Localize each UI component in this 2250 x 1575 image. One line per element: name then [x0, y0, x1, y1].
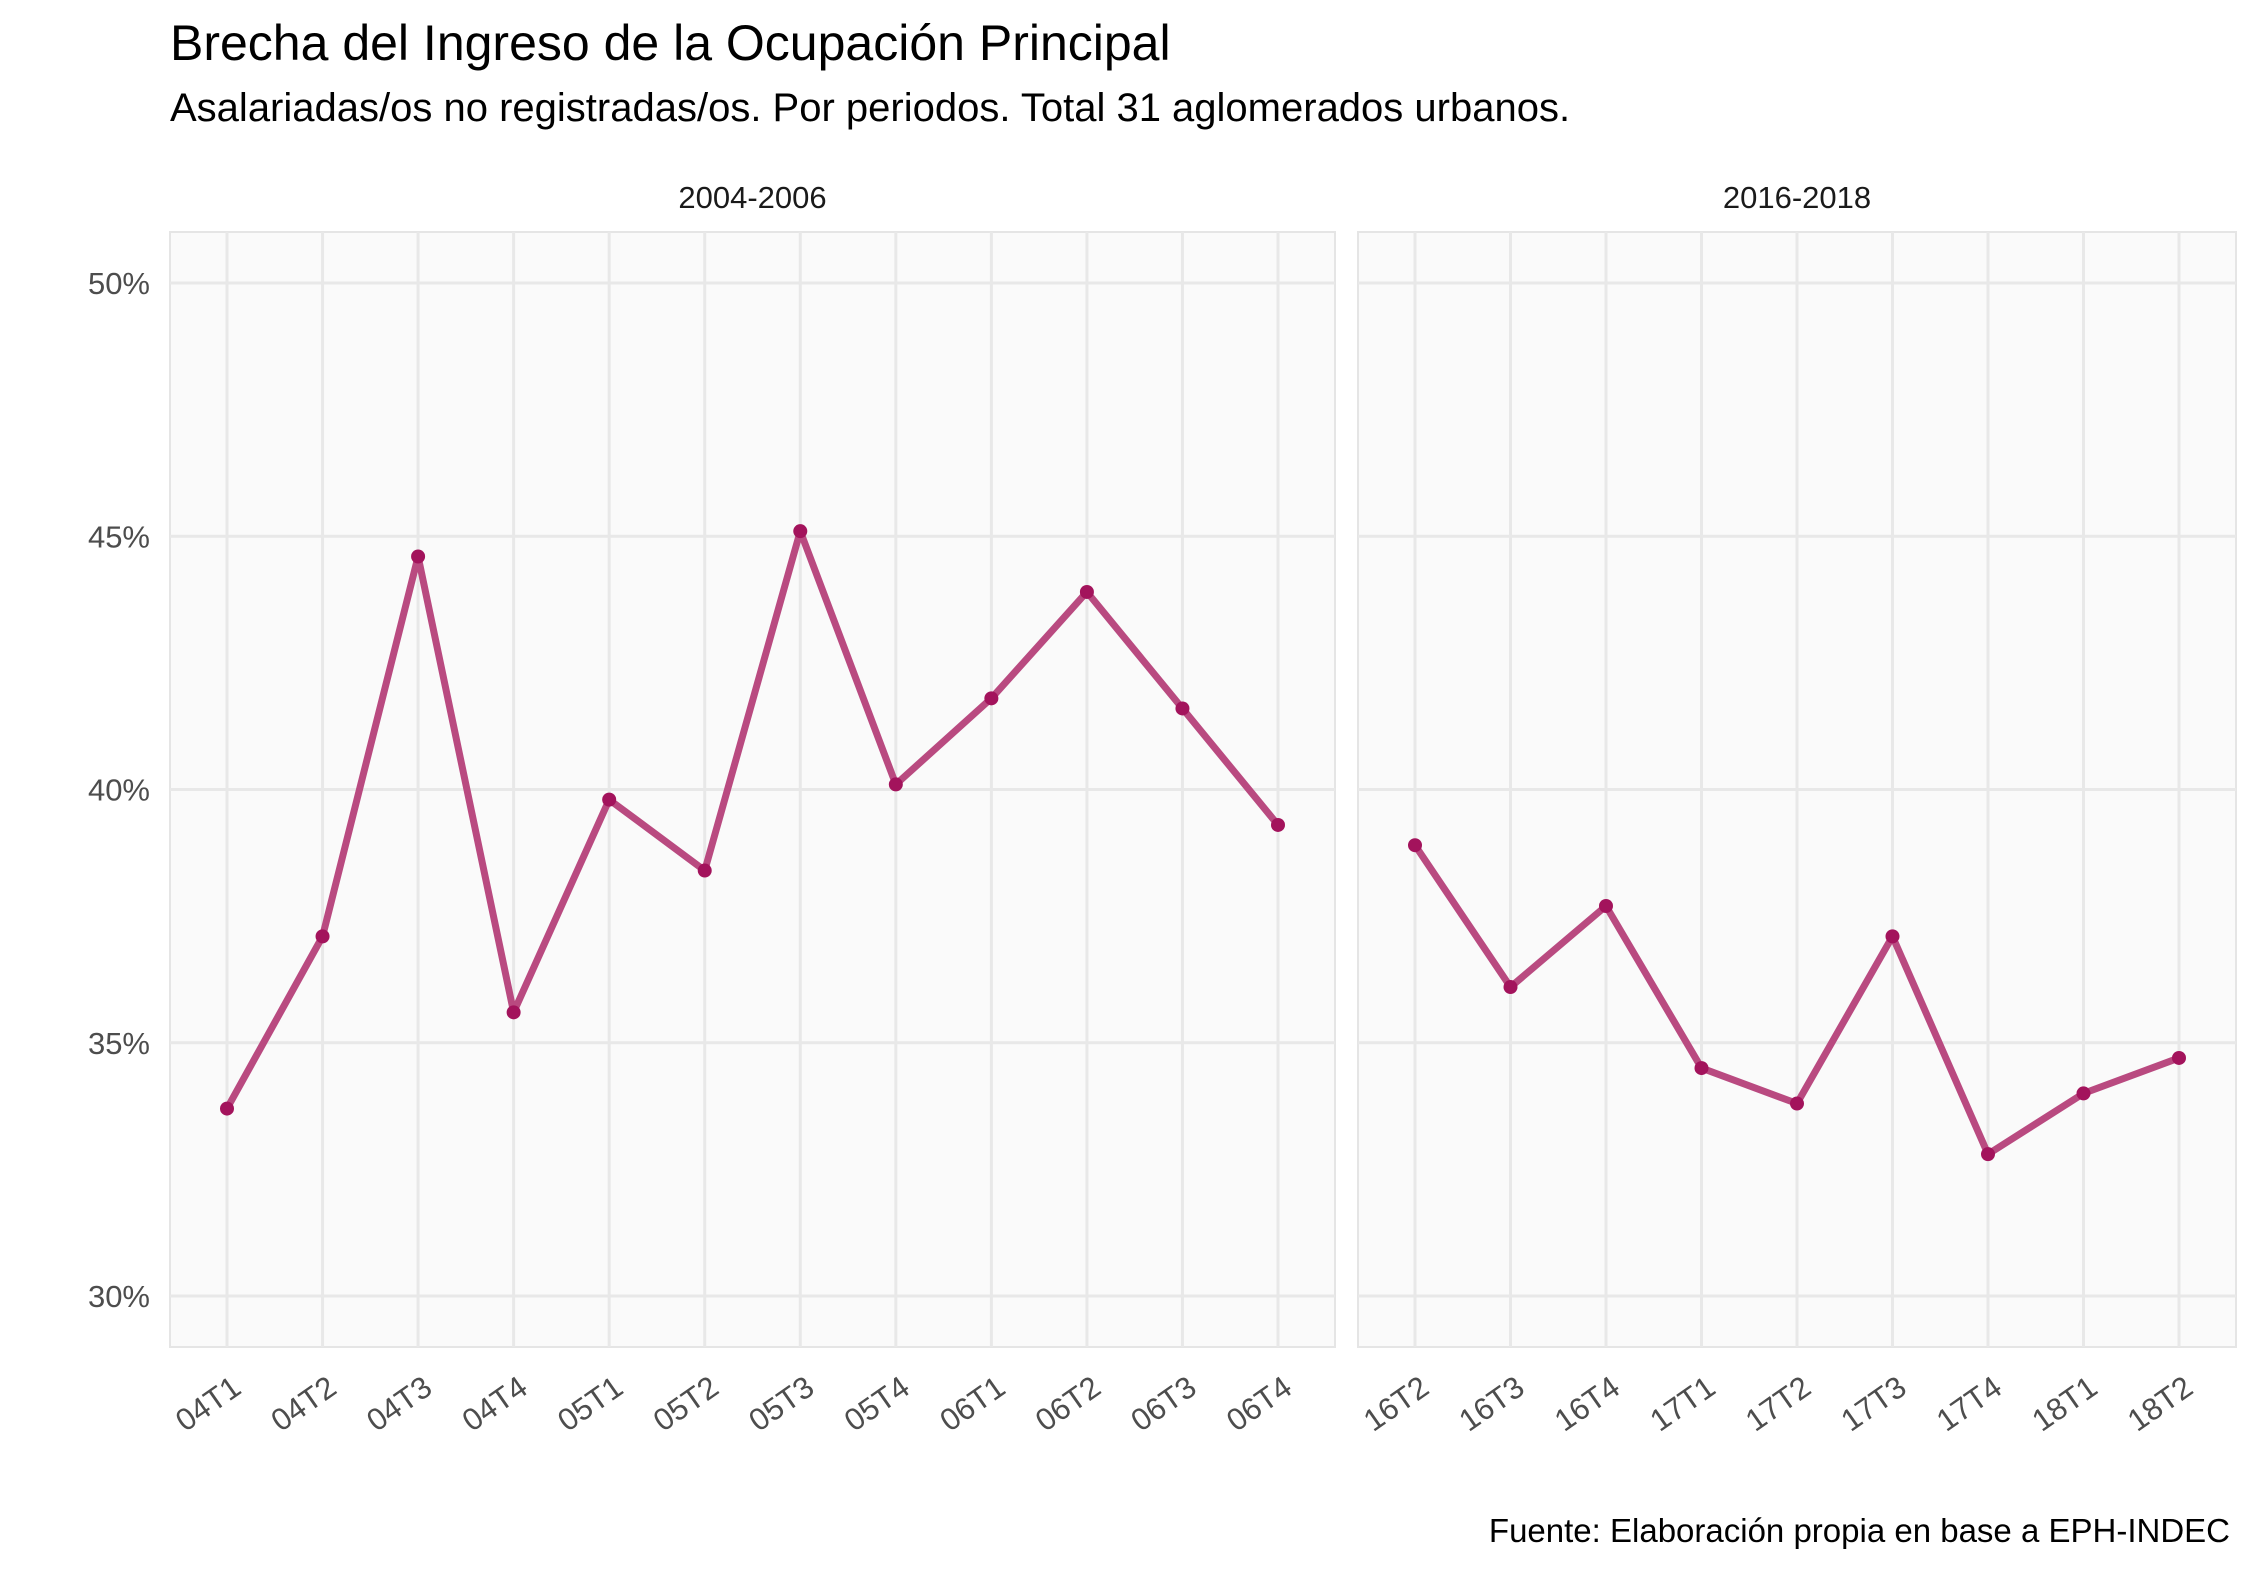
x-tick-label: 04T3 — [360, 1369, 438, 1438]
x-tick-label: 05T2 — [647, 1369, 725, 1438]
x-tick-label: 18T2 — [2121, 1369, 2199, 1438]
data-point — [1694, 1061, 1709, 1076]
facet-label: 2004-2006 — [678, 180, 826, 215]
data-point — [2076, 1086, 2091, 1101]
data-point — [1503, 980, 1518, 995]
x-tick-label: 06T3 — [1125, 1369, 1203, 1438]
x-tick-label: 17T4 — [1930, 1369, 2008, 1438]
series-line — [223, 527, 1282, 1113]
data-point — [506, 1005, 521, 1020]
y-tick-label: 50% — [88, 266, 150, 301]
data-point — [984, 691, 999, 706]
data-point — [220, 1101, 234, 1116]
x-tick-label: 04T1 — [169, 1369, 247, 1438]
x-tick-label: 05T3 — [742, 1369, 820, 1438]
y-tick-label: 30% — [88, 1279, 150, 1314]
x-tick-label: 04T4 — [456, 1369, 534, 1438]
x-tick-label: 06T2 — [1029, 1369, 1107, 1438]
y-tick-label: 45% — [88, 519, 150, 554]
data-point — [888, 777, 903, 792]
chart-subtitle: Asalariadas/os no registradas/os. Por pe… — [170, 86, 1571, 130]
x-tick-label: 06T4 — [1220, 1369, 1298, 1438]
data-point — [1885, 929, 1900, 944]
data-point — [1271, 817, 1285, 832]
data-point — [602, 792, 617, 807]
x-tick-label: 06T1 — [933, 1369, 1011, 1438]
x-tick-label: 17T2 — [1739, 1369, 1817, 1438]
x-tick-label: 05T4 — [838, 1369, 916, 1438]
x-tick-label: 05T1 — [551, 1369, 629, 1438]
data-point — [1408, 838, 1422, 853]
facet-label: 2016-2018 — [1723, 180, 1871, 215]
data-point — [697, 863, 712, 878]
chart-caption: Fuente: Elaboración propia en base a EPH… — [1488, 1512, 2230, 1549]
data-point — [411, 549, 426, 564]
y-tick-label: 35% — [88, 1026, 150, 1061]
data-point — [1790, 1096, 1804, 1111]
data-point — [1175, 701, 1190, 716]
x-tick-label: 16T4 — [1548, 1369, 1626, 1438]
data-point — [1599, 898, 1613, 913]
data-point — [1079, 584, 1094, 599]
chart-title: Brecha del Ingreso de la Ocupación Princ… — [170, 15, 1171, 71]
data-point — [2172, 1050, 2186, 1065]
x-tick-label: 17T3 — [1835, 1369, 1913, 1438]
data-point — [1981, 1147, 1995, 1162]
x-tick-label: 18T1 — [2026, 1369, 2104, 1438]
x-tick-label: 16T3 — [1453, 1369, 1531, 1438]
data-point — [793, 524, 808, 539]
x-tick-label: 17T1 — [1644, 1369, 1722, 1438]
data-point — [315, 929, 330, 944]
y-tick-label: 40% — [88, 773, 150, 808]
x-tick-label: 04T2 — [265, 1369, 343, 1438]
x-tick-label: 16T2 — [1357, 1369, 1435, 1438]
